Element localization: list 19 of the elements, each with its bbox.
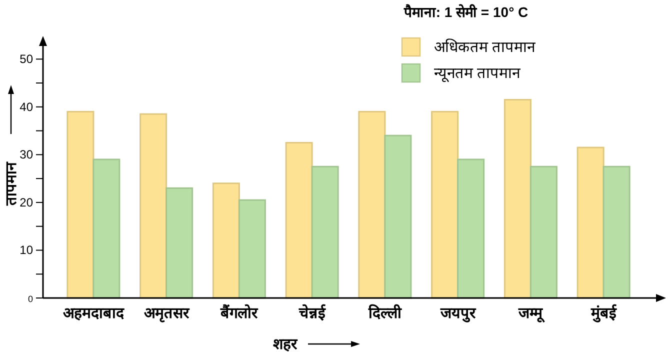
- x-tick-label: दिल्ली: [367, 304, 402, 322]
- y-tick-label: 50: [20, 52, 34, 66]
- y-tick-label: 30: [20, 148, 34, 162]
- x-tick-label: मुंबई: [590, 304, 618, 323]
- text: पैमाना: 1 सेमी = 10° C: [402, 4, 528, 20]
- x-tick-label: जम्मू: [518, 305, 546, 323]
- x-axis-title: शहर: [273, 336, 298, 352]
- x-tick-label: जयपुर: [439, 305, 476, 323]
- legend-label: न्यूनतम तापमान: [434, 65, 522, 83]
- legend-label: अधिकतम तापमान: [434, 38, 536, 56]
- y-tick-label: 40: [20, 100, 34, 114]
- y-tick-label: 20: [20, 195, 34, 210]
- y-tick-label: 10: [20, 243, 34, 258]
- y-tick-label: 0: [28, 294, 33, 304]
- x-tick-label: अहमदाबाद: [62, 305, 125, 322]
- x-tick-label: बैंगलोर: [220, 304, 259, 322]
- y-axis-title: तापमान: [3, 162, 20, 206]
- x-tick-label: चेन्नई: [298, 304, 326, 322]
- x-tick-label: अमृतसर: [144, 305, 190, 323]
